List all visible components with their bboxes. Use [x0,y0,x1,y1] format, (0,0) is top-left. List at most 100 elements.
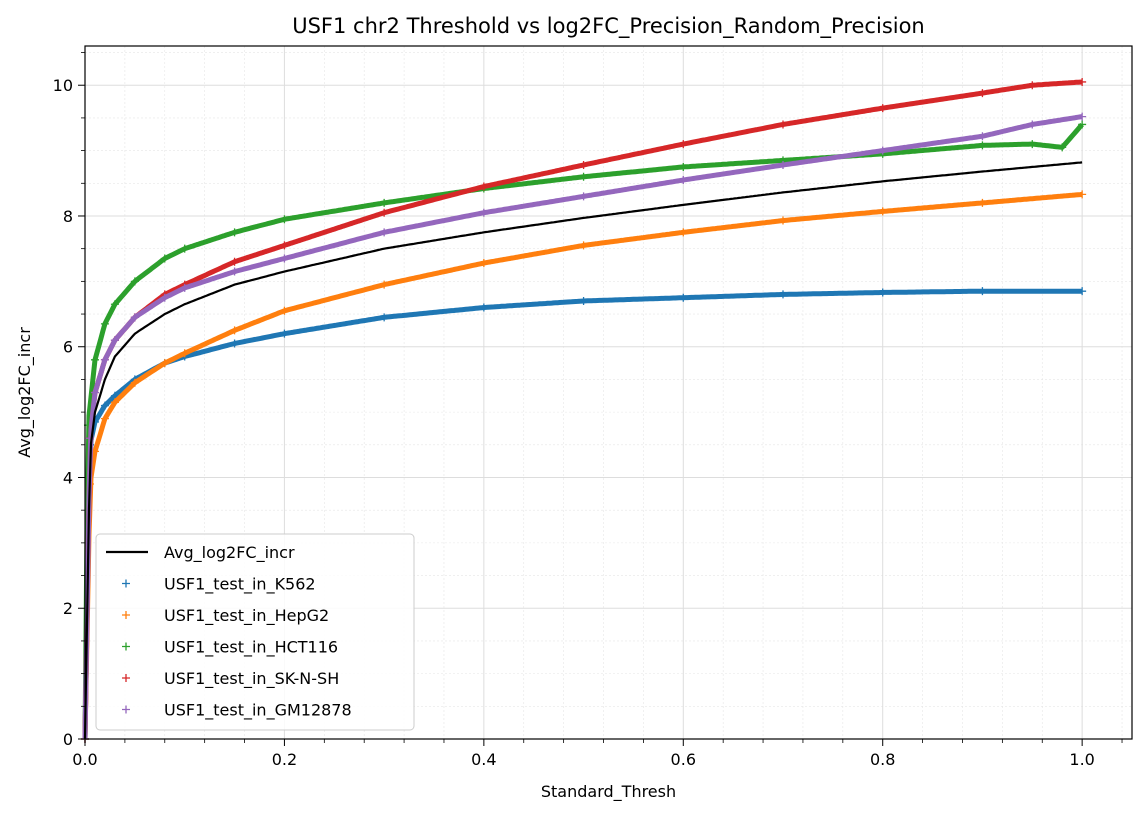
y-tick-label: 10 [53,76,73,95]
data-point [779,216,787,225]
x-axis-label: Standard_Thresh [541,782,676,802]
data-point [110,336,119,345]
data-point [230,228,239,237]
data-point [1058,143,1067,152]
legend-label: USF1_test_in_HepG2 [164,606,329,626]
x-tick-label: 0.0 [72,750,97,769]
data-point [100,414,109,423]
data-point [90,388,99,397]
data-point [579,192,588,201]
data-point [978,89,987,98]
y-tick-label: 4 [63,468,73,487]
data-point [579,296,588,305]
legend-box [95,533,415,731]
data-point [679,140,688,149]
y-tick-label: 0 [63,730,73,749]
series-USF1_test_in_HCT116 [81,120,1087,743]
data-point [679,162,688,171]
data-point [160,254,169,263]
data-point [160,359,169,368]
line-layer [83,161,1083,740]
data-point [1028,140,1037,149]
data-point [90,355,99,364]
legend-label: USF1_test_in_K562 [164,575,316,595]
data-point [579,172,588,181]
data-point [180,283,189,292]
data-point [679,176,688,185]
legend-label: USF1_test_in_HCT116 [164,638,338,658]
data-point [579,160,588,169]
y-axis-label: Avg_log2FC_incr [15,327,35,458]
data-point [1028,120,1037,129]
data-point [100,319,109,328]
chart-title: USF1 chr2 Threshold vs log2FC_Precision_… [292,14,925,39]
data-point [978,198,987,207]
data-point [100,401,109,410]
data-point [878,104,887,113]
data-point [180,349,189,358]
data-point [978,132,987,141]
data-point [230,267,239,276]
data-point [180,244,189,253]
data-point [110,398,119,407]
data-point [479,182,488,191]
legend-label: Avg_log2FC_incr [164,543,295,563]
data-point [1078,287,1087,296]
axis-ticks [78,52,1123,746]
legend-swatch-marker [122,579,130,588]
data-point [779,120,787,129]
data-point [280,254,289,263]
data-point [1028,81,1037,90]
data-point [280,241,289,250]
data-point [479,259,488,268]
data-point [280,329,289,338]
data-point [380,208,389,217]
legend-swatch-marker [122,705,130,714]
data-point [160,293,169,302]
data-point [1078,77,1087,86]
data-point [1078,112,1087,121]
data-point [280,306,289,315]
series-USF1_test_in_GM12878 [81,112,1087,743]
x-tick-label: 0.6 [671,750,696,769]
x-tick-label: 0.2 [272,750,297,769]
data-point [1078,120,1087,129]
legend-swatch-marker [122,611,130,619]
data-point [230,326,239,335]
data-point [579,241,588,250]
legend-swatch-marker [122,674,130,682]
y-tick-label: 8 [63,207,73,226]
x-tick-label: 0.8 [870,750,895,769]
data-point [479,208,488,217]
data-point [130,277,139,286]
data-point [380,280,389,289]
data-point [380,313,389,322]
data-point [100,355,109,364]
x-tick-label: 0.4 [471,750,496,769]
tick-labels: 0.0 0.2 0.4 0.6 0.8 1.0 0 2 4 6 8 10 [53,76,1095,769]
data-point [1078,190,1087,199]
y-tick-label: 6 [63,338,73,357]
data-point [110,300,119,309]
y-tick-label: 2 [63,599,73,618]
scatter-layer [81,77,1087,743]
legend-label: USF1_test_in_GM12878 [164,701,352,721]
legend: Avg_log2FC_incr USF1_test_in_K562 USF1_tes… [95,533,415,731]
plot-frame [84,45,1133,740]
avg-line [83,161,1083,740]
data-point [479,303,488,312]
data-point [230,339,239,348]
legend-label: USF1_test_in_SK-N-SH [164,669,339,689]
data-point [380,198,389,207]
data-point [130,378,139,387]
data-point [978,287,987,296]
data-point [878,207,887,216]
data-point [130,313,139,322]
data-point [878,288,887,297]
data-point [978,141,987,150]
data-point [679,293,688,302]
data-point [380,228,389,237]
data-point [779,160,787,169]
data-point [878,146,887,155]
